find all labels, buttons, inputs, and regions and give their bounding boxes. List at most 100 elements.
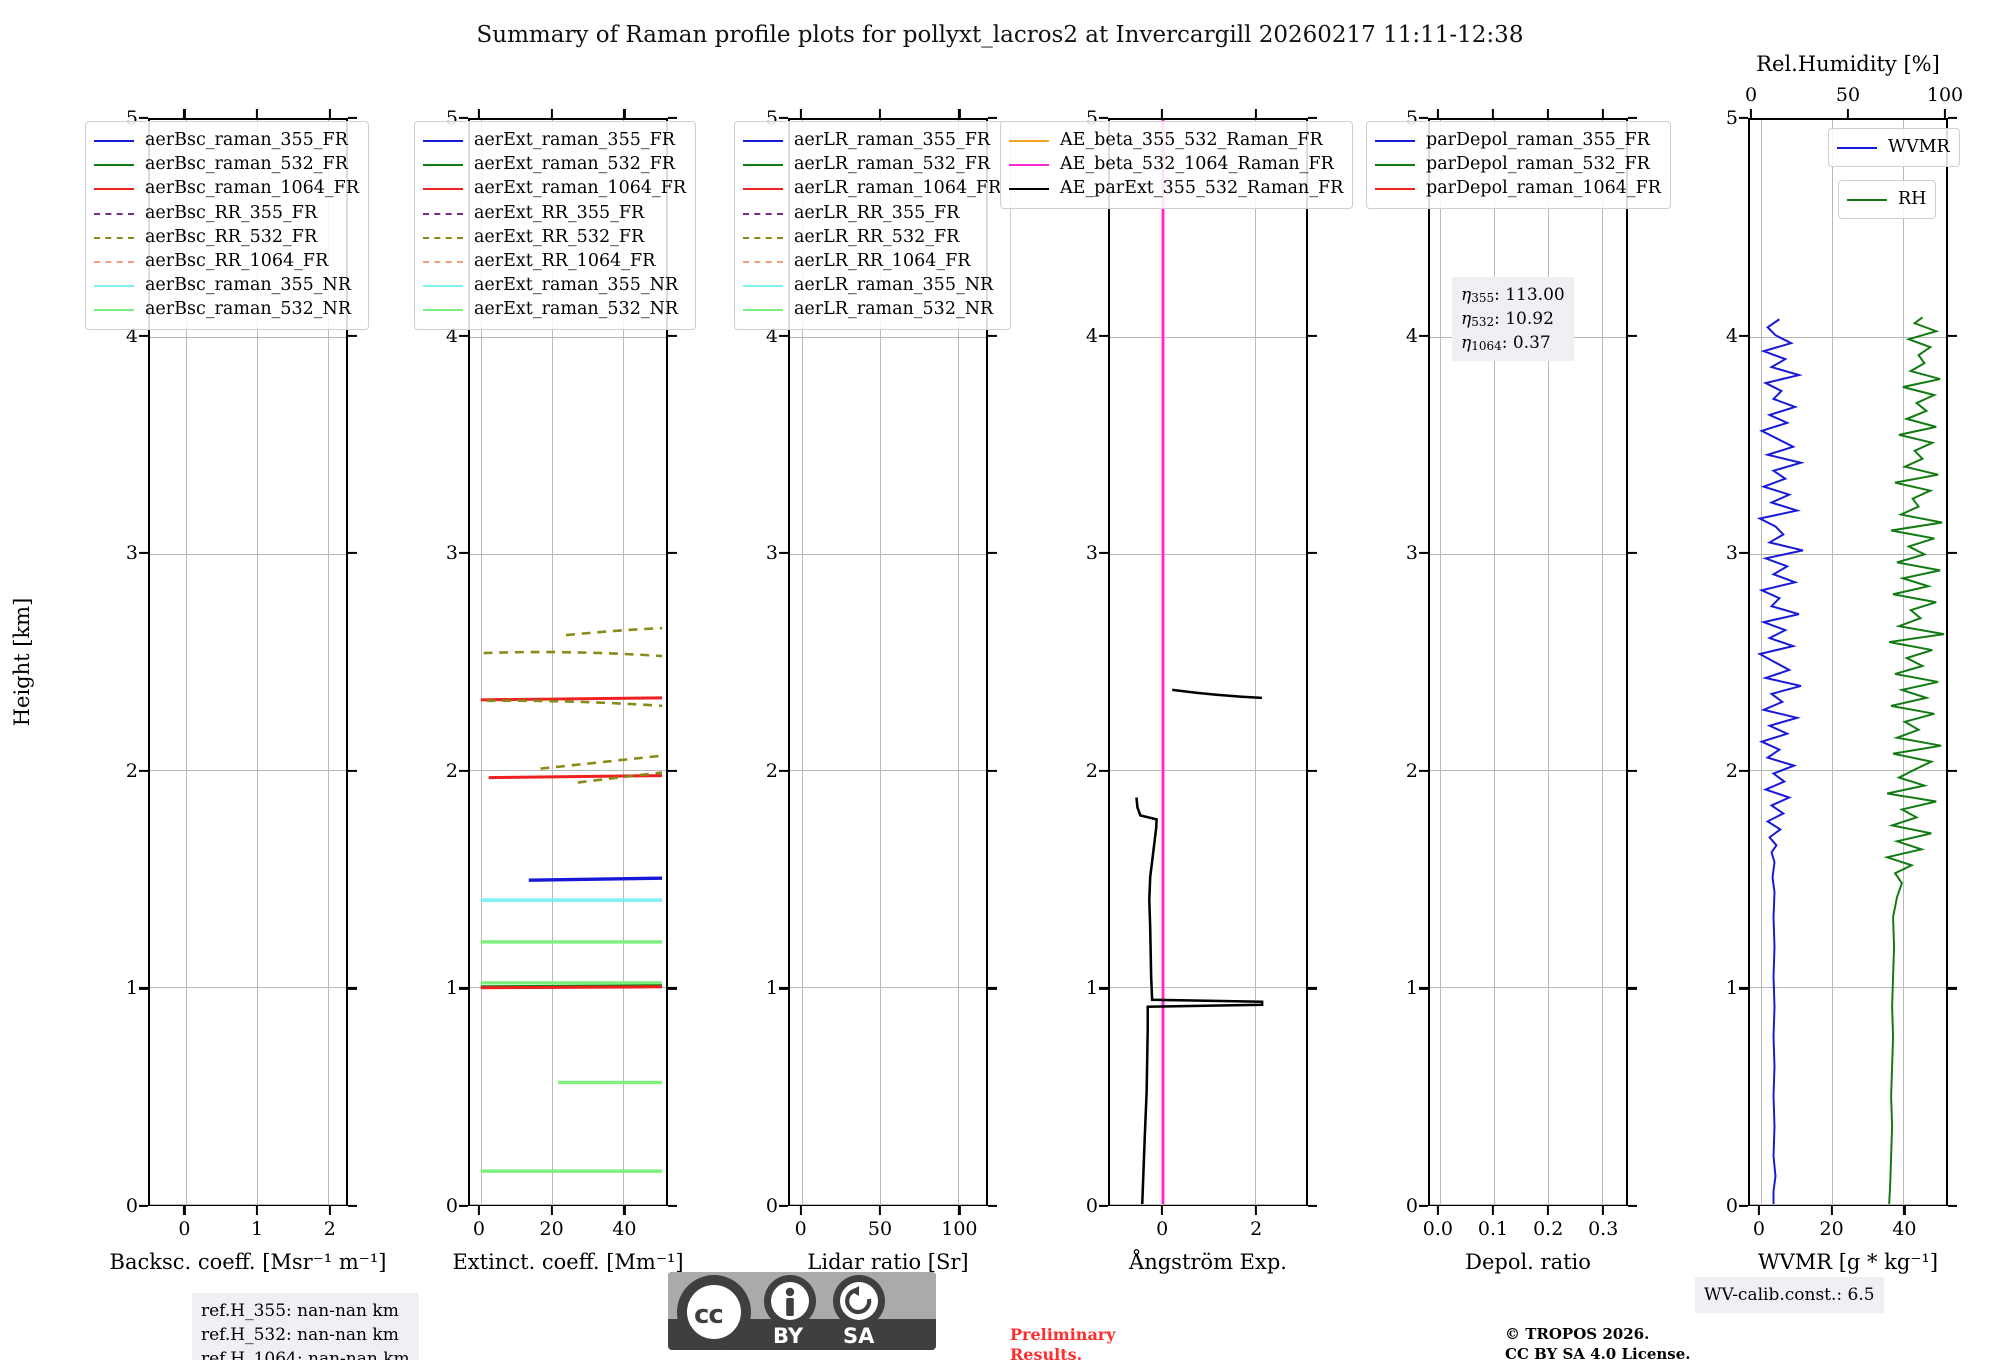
legend-label: aerExt_raman_532_FR [474, 154, 675, 175]
legend-label: aerExt_RR_355_FR [474, 202, 645, 223]
eta-symbol: η [1461, 333, 1472, 354]
xtick-rh-0: 0 [1744, 84, 1758, 106]
legend-label: aerBsc_raman_355_NR [145, 275, 352, 296]
ytick-0: 0 [765, 1195, 778, 1217]
legend-item[interactable]: aerExt_raman_532_FR [423, 152, 686, 176]
xtick-wvmr-2: 40 [1892, 1218, 1917, 1240]
ytick-3: 3 [1725, 542, 1738, 565]
legend-label: AE_parExt_355_532_Raman_FR [1060, 178, 1344, 199]
xtick-wvmr-0: 0 [1752, 1218, 1765, 1240]
ref-height-532: ref.H_532: nan-nan km [201, 1325, 399, 1346]
data-curves-angstrom [1135, 120, 1264, 1205]
legend-lidar-ratio: aerLR_raman_355_FR aerLR_raman_532_FR ae… [734, 121, 1012, 330]
ytick-2: 2 [1085, 759, 1098, 782]
data-curves-extinction [480, 626, 663, 1173]
legend-item[interactable]: aerBsc_raman_1064_FR [94, 176, 359, 200]
xtick-rh-2: 100 [1926, 84, 1964, 106]
ytick-2: 2 [445, 759, 458, 782]
legend-label: aerLR_raman_532_FR [794, 154, 991, 175]
legend-item[interactable]: aerBsc_raman_532_NR [94, 297, 359, 321]
legend-item[interactable]: aerLR_RR_355_FR [743, 201, 1001, 225]
reference-height-box: ref.H_355: nan-nan km ref.H_532: nan-nan… [192, 1293, 419, 1360]
legend-extinction: aerExt_raman_355_FR aerExt_raman_532_FR … [414, 121, 697, 330]
ytick-1: 1 [125, 977, 138, 1000]
ytick-0: 0 [445, 1195, 458, 1217]
ytick-5: 5 [1725, 107, 1738, 129]
legend-item[interactable]: aerBsc_RR_1064_FR [94, 249, 359, 273]
y-axis-label: Height [km] [10, 597, 34, 727]
legend-item[interactable]: aerBsc_RR_532_FR [94, 225, 359, 249]
legend-item[interactable]: aerExt_raman_1064_FR [423, 176, 686, 200]
legend-item[interactable]: aerBsc_RR_355_FR [94, 201, 359, 225]
ytick-2: 2 [765, 759, 778, 782]
xaxis-title-extinction: Extinct. coeff. [Mm⁻¹] [452, 1250, 684, 1274]
xtick-depol-1: 0.1 [1477, 1218, 1509, 1240]
ytick-1: 1 [1725, 977, 1738, 1000]
legend-item[interactable]: aerLR_raman_532_NR [743, 297, 1001, 321]
legend-label: aerLR_raman_355_NR [794, 275, 994, 296]
legend-label: aerBsc_raman_1064_FR [145, 178, 359, 199]
ytick-2: 2 [1405, 759, 1418, 782]
legend-wvmr: WVMR [1828, 128, 1960, 168]
legend-item[interactable]: aerLR_RR_532_FR [743, 225, 1001, 249]
cc-letters: cc [694, 1300, 724, 1330]
legend-item[interactable]: aerLR_RR_1064_FR [743, 249, 1001, 273]
preliminary-line-1: Preliminary [1010, 1325, 1116, 1344]
legend-item[interactable]: aerExt_RR_532_FR [423, 225, 686, 249]
legend-item[interactable]: aerLR_raman_355_NR [743, 273, 1001, 297]
legend-label: AE_beta_355_532_Raman_FR [1060, 130, 1323, 151]
legend-item[interactable]: aerBsc_raman_532_FR [94, 152, 359, 176]
ytick-1: 1 [445, 977, 458, 1000]
ytick-3: 3 [1085, 542, 1098, 565]
legend-label: aerLR_RR_1064_FR [794, 251, 971, 272]
eta-532-value: : 10.92 [1494, 309, 1554, 330]
by-label: BY [773, 1324, 804, 1348]
ytick-4: 4 [125, 324, 138, 347]
legend-item[interactable]: AE_parExt_355_532_Raman_FR [1009, 176, 1343, 200]
legend-item[interactable]: aerExt_raman_355_NR [423, 273, 686, 297]
legend-item[interactable]: aerBsc_raman_355_FR [94, 128, 359, 152]
legend-item[interactable]: parDepol_raman_355_FR [1375, 128, 1661, 152]
legend-label: aerLR_raman_1064_FR [794, 178, 1002, 199]
legend-label: aerBsc_RR_355_FR [145, 202, 318, 223]
legend-item[interactable]: aerLR_raman_355_FR [743, 128, 1001, 152]
legend-rh: RH [1838, 180, 1937, 220]
ytick-0: 0 [125, 1195, 138, 1217]
xtick-backscatter-1: 1 [250, 1218, 264, 1240]
ytick-1: 1 [765, 977, 778, 1000]
ytick-3: 3 [1405, 542, 1418, 565]
legend-label: WVMR [1888, 137, 1950, 158]
legend-item[interactable]: aerBsc_raman_355_NR [94, 273, 359, 297]
legend-item[interactable]: parDepol_raman_1064_FR [1375, 176, 1661, 200]
preliminary-line-2: Results. [1010, 1345, 1083, 1360]
legend-label: AE_beta_532_1064_Raman_FR [1060, 154, 1334, 175]
eta-1064-row: η1064: 0.37 [1461, 331, 1565, 355]
ytick-0: 0 [1085, 1195, 1098, 1217]
legend-item[interactable]: aerExt_raman_532_NR [423, 297, 686, 321]
legend-item[interactable]: WVMR [1837, 135, 1950, 159]
legend-item[interactable]: aerExt_RR_1064_FR [423, 249, 686, 273]
legend-label: aerBsc_raman_532_NR [145, 299, 352, 320]
ref-height-1064: ref.H_1064: nan-nan km [201, 1349, 410, 1360]
legend-item[interactable]: AE_beta_355_532_Raman_FR [1009, 128, 1343, 152]
xtick-lidar-ratio-0: 0 [794, 1218, 807, 1240]
legend-item[interactable]: aerExt_raman_355_FR [423, 128, 686, 152]
legend-item[interactable]: aerLR_raman_532_FR [743, 152, 1001, 176]
legend-item[interactable]: aerExt_RR_355_FR [423, 201, 686, 225]
eta-symbol: η [1461, 285, 1472, 305]
xaxis-title-rel-humidity: Rel.Humidity [%] [1756, 52, 1940, 76]
legend-item[interactable]: RH [1847, 187, 1926, 211]
legend-item[interactable]: aerLR_raman_1064_FR [743, 176, 1001, 200]
ytick-1: 1 [1085, 977, 1098, 1000]
legend-label: aerBsc_RR_532_FR [145, 226, 318, 247]
ytick-1: 1 [1405, 977, 1418, 1000]
legend-label: aerBsc_RR_1064_FR [145, 251, 329, 272]
eta-355-subscript: 355 [1471, 291, 1495, 305]
xtick-depol-3: 0.3 [1588, 1218, 1619, 1240]
legend-item[interactable]: parDepol_raman_532_FR [1375, 152, 1661, 176]
wv-calib-value: WV-calib.const.: 6.5 [1704, 1285, 1875, 1305]
legend-label: aerLR_RR_355_FR [794, 202, 960, 223]
eta-355-value: : 113.00 [1494, 285, 1565, 305]
xtick-depol-0: 0.0 [1422, 1218, 1454, 1240]
legend-item[interactable]: AE_beta_532_1064_Raman_FR [1009, 152, 1343, 176]
